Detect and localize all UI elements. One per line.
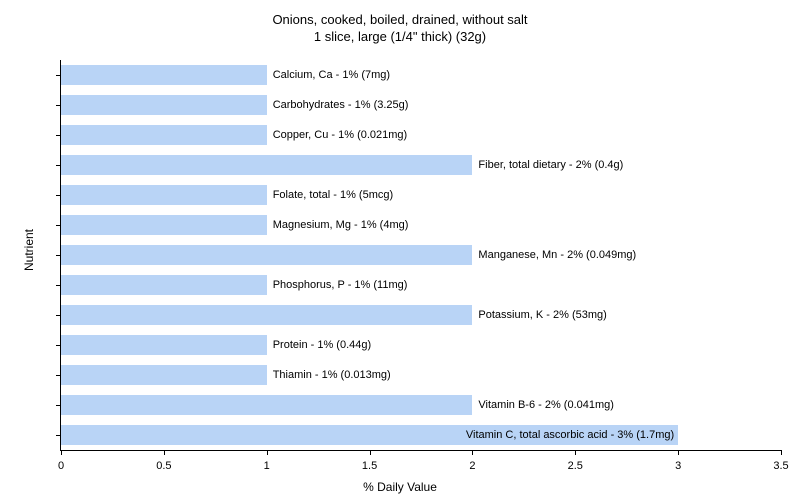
nutrient-bar [61, 95, 267, 115]
x-tick-label: 0 [58, 460, 64, 472]
x-tick-label: 2.5 [568, 460, 583, 472]
nutrient-bar [61, 65, 267, 85]
x-tick-mark [678, 450, 679, 455]
nutrient-bar [61, 275, 267, 295]
nutrient-bar [61, 305, 472, 325]
nutrient-chart: Onions, cooked, boiled, drained, without… [0, 0, 800, 500]
x-axis-label: % Daily Value [363, 480, 437, 494]
x-tick-mark [472, 450, 473, 455]
nutrient-bar [61, 215, 267, 235]
nutrient-bar [61, 395, 472, 415]
nutrient-bar [61, 185, 267, 205]
x-tick-label: 3 [675, 460, 681, 472]
x-tick-mark [164, 450, 165, 455]
x-tick-label: 2 [469, 460, 475, 472]
nutrient-bar [61, 155, 472, 175]
title-line-1: Onions, cooked, boiled, drained, without… [272, 12, 527, 27]
bar-label: Thiamin - 1% (0.013mg) [273, 369, 391, 381]
bar-label: Vitamin B-6 - 2% (0.041mg) [478, 399, 614, 411]
bar-label: Phosphorus, P - 1% (11mg) [273, 279, 408, 291]
x-tick-label: 1 [264, 460, 270, 472]
nutrient-bar [61, 125, 267, 145]
bar-label: Vitamin C, total ascorbic acid - 3% (1.7… [466, 429, 674, 441]
nutrient-bar [61, 335, 267, 355]
bar-label: Fiber, total dietary - 2% (0.4g) [478, 159, 623, 171]
nutrient-bar [61, 245, 472, 265]
plot-area: 00.511.522.533.5Calcium, Ca - 1% (7mg)Ca… [60, 60, 781, 451]
bar-label: Protein - 1% (0.44g) [273, 339, 371, 351]
bar-label: Carbohydrates - 1% (3.25g) [273, 99, 409, 111]
bar-label: Calcium, Ca - 1% (7mg) [273, 69, 390, 81]
x-tick-mark [61, 450, 62, 455]
nutrient-bar [61, 365, 267, 385]
chart-title: Onions, cooked, boiled, drained, without… [0, 0, 800, 46]
x-tick-mark [781, 450, 782, 455]
x-tick-label: 1.5 [362, 460, 377, 472]
bar-label: Magnesium, Mg - 1% (4mg) [273, 219, 409, 231]
title-line-2: 1 slice, large (1/4" thick) (32g) [314, 29, 486, 44]
x-tick-mark [575, 450, 576, 455]
x-tick-label: 0.5 [156, 460, 171, 472]
bar-label: Copper, Cu - 1% (0.021mg) [273, 129, 408, 141]
bar-label: Folate, total - 1% (5mcg) [273, 189, 393, 201]
bar-label: Potassium, K - 2% (53mg) [478, 309, 606, 321]
x-tick-label: 3.5 [773, 460, 788, 472]
bar-label: Manganese, Mn - 2% (0.049mg) [478, 249, 636, 261]
x-tick-mark [267, 450, 268, 455]
x-tick-mark [370, 450, 371, 455]
y-axis-label: Nutrient [22, 229, 36, 271]
